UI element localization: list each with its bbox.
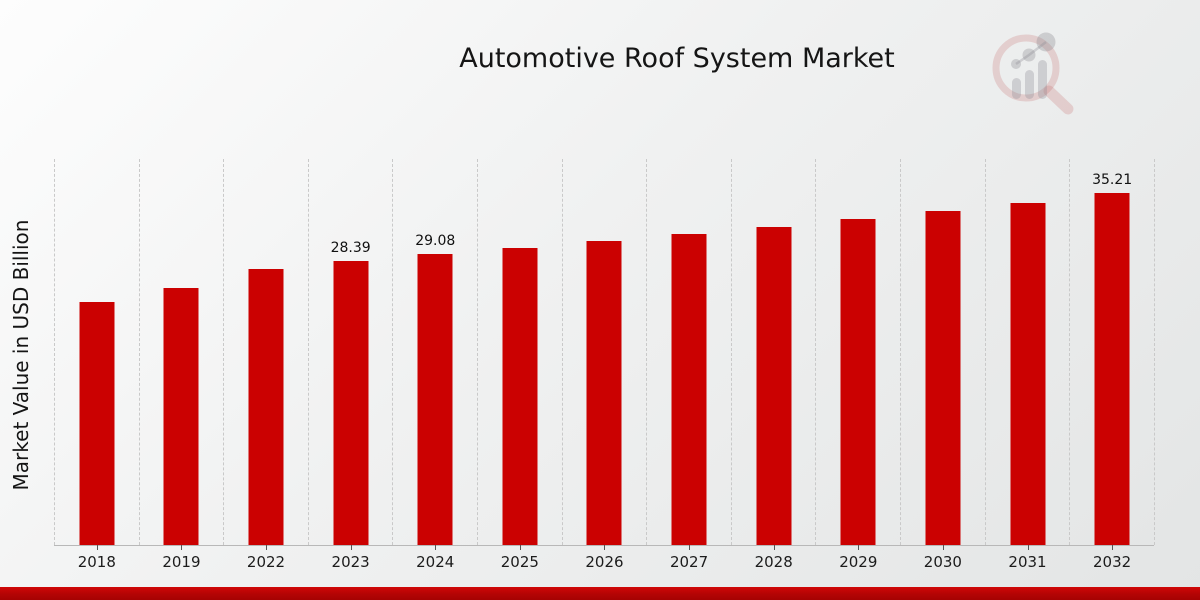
bar-value-label: 28.39: [330, 240, 371, 257]
x-axis-tick-label: 2031: [1008, 553, 1047, 571]
category-cell: 2022: [223, 159, 308, 571]
x-axis-tick: [350, 545, 352, 550]
bottom-red-stripe: [0, 587, 1200, 600]
x-axis-tick: [266, 545, 268, 550]
category-cell: 28.39 2023: [307, 159, 393, 571]
plot-area: 2018 2019 2022 28.39 2023 29.08 2024 2025 2026 20…: [54, 159, 1155, 571]
category-cell: 35.21 2032: [1069, 159, 1154, 571]
bar: [1094, 192, 1130, 545]
brand-logo-icon: [992, 32, 1074, 115]
category-cell: 2030: [900, 159, 985, 571]
x-axis-tick: [604, 545, 606, 550]
category-cell: 2029: [815, 159, 900, 571]
x-axis-tick-label: 2026: [585, 553, 624, 571]
category-cell: 2031: [984, 159, 1070, 571]
x-axis-tick: [181, 545, 183, 550]
x-axis-tick: [858, 545, 860, 550]
chart-title: Automotive Roof System Market: [459, 43, 895, 74]
category-cell: 2018: [54, 159, 139, 571]
bar: [925, 211, 961, 545]
x-axis-tick: [1027, 545, 1029, 550]
bar: [840, 219, 876, 545]
bar-value-label: 35.21: [1092, 171, 1133, 188]
category-cell: 29.08 2024: [392, 159, 477, 571]
bar: [502, 248, 538, 545]
x-axis-tick-label: 2018: [77, 553, 116, 571]
x-axis-tick-label: 2030: [923, 553, 962, 571]
category-cell: 2027: [646, 159, 731, 571]
x-axis-tick-label: 2027: [669, 553, 709, 571]
x-axis-tick: [96, 545, 98, 550]
bar: [671, 234, 707, 545]
bar-value-label: 29.08: [415, 233, 456, 250]
bar: [163, 288, 199, 545]
x-axis-tick: [773, 545, 775, 550]
bar: [248, 269, 284, 545]
x-axis-tick-label: 2032: [1093, 553, 1132, 571]
category-cell: 2028: [730, 159, 816, 571]
x-axis-tick-label: 2028: [754, 553, 793, 571]
x-axis-tick-label: 2022: [246, 553, 286, 571]
x-axis-tick: [435, 545, 437, 550]
y-axis-label: Market Value in USD Billion: [9, 219, 33, 491]
x-axis-tick-label: 2025: [500, 553, 539, 571]
x-axis-tick: [519, 545, 521, 550]
x-axis-tick-label: 2024: [416, 553, 455, 571]
x-axis-tick: [1112, 545, 1114, 550]
bar: [1010, 203, 1045, 545]
x-axis-tick-label: 2023: [331, 553, 370, 571]
bar: [417, 254, 453, 545]
category-cell: 2019: [138, 159, 224, 571]
category-cell: 2025: [477, 159, 562, 571]
category-cell: 2026: [561, 159, 647, 571]
bars-container: 2018 2019 2022 28.39 2023 29.08 2024 2025 2026 20…: [54, 159, 1155, 571]
bar: [756, 227, 792, 545]
x-axis-tick: [942, 545, 944, 550]
bar: [79, 302, 115, 545]
x-axis-tick: [689, 545, 691, 550]
bar: [586, 241, 622, 545]
x-axis-tick-label: 2019: [162, 553, 201, 571]
x-axis-tick-label: 2029: [839, 553, 878, 571]
bar: [333, 261, 369, 545]
